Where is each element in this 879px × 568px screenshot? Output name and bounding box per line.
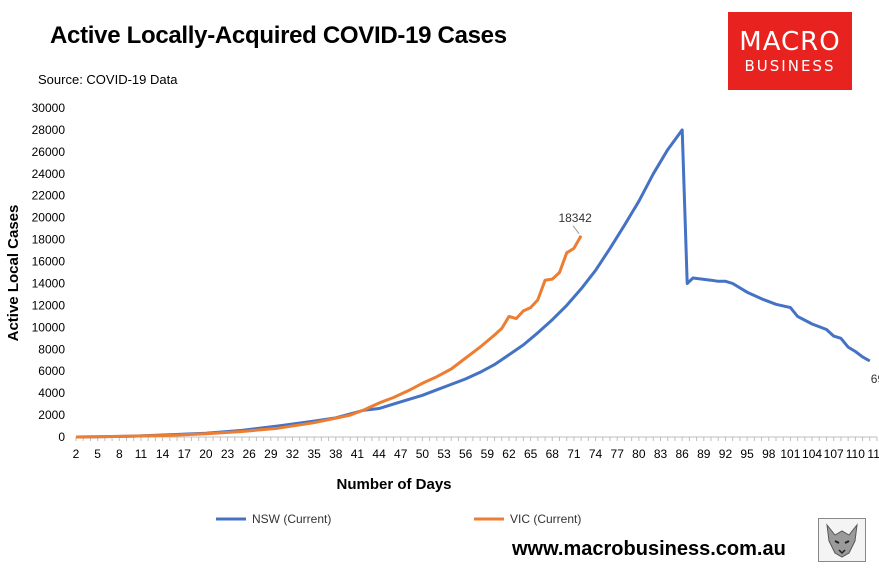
x-axis-title: Number of Days [336,476,451,493]
y-tick-label: 6000 [38,364,65,378]
x-tick-label: 86 [675,447,689,461]
x-tick-label: 110 [846,447,865,461]
x-tick-label: 65 [524,447,538,461]
legend: NSW (Current) VIC (Current) [216,512,581,526]
y-tick-label: 18000 [32,233,66,247]
x-tick-label: 5 [94,447,101,461]
x-tick-label: 11 [135,447,148,461]
chart-title: Active Locally-Acquired COVID-19 Cases [50,22,507,49]
y-tick-label: 24000 [32,167,66,181]
y-axis-title: Active Local Cases [5,205,22,342]
nsw-end-label: 6926 [871,372,879,386]
x-tick-label: 71 [567,447,581,461]
x-tick-label: 113 [867,447,879,461]
x-tick-label: 17 [178,447,192,461]
vic-end-label: 18342 [558,211,592,225]
y-tick-label: 8000 [38,342,65,356]
series-line-vic [75,235,583,439]
x-tick-label: 38 [329,447,343,461]
y-tick-label: 10000 [32,320,66,334]
x-tick-label: 80 [632,447,646,461]
x-tick-label: 104 [802,447,822,461]
x-tick-label: 20 [199,447,213,461]
x-tick-label: 83 [654,447,668,461]
x-tick-label: 29 [264,447,278,461]
y-tick-label: 14000 [32,276,66,290]
x-tick-label: 89 [697,447,711,461]
x-tick-label: 41 [351,447,365,461]
logo-line-2: BUSINESS [744,57,836,75]
x-tick-label: 14 [156,447,170,461]
x-tick-label: 107 [824,447,844,461]
x-tick-label: 68 [546,447,560,461]
legend-label-vic: VIC (Current) [510,512,581,526]
x-tick-label: 2 [73,447,80,461]
y-tick-label: 4000 [38,386,65,400]
y-tick-label: 2000 [38,408,65,422]
y-tick-label: 26000 [32,145,66,159]
vic-leader-line [572,225,580,235]
y-tick-label: 20000 [32,211,66,225]
x-tick-label: 77 [611,447,625,461]
x-tick-label: 47 [394,447,408,461]
series-layer [75,128,871,439]
x-tick-label: 95 [740,447,754,461]
logo-line-1: MACRO [739,27,841,57]
x-tick-label: 59 [481,447,495,461]
x-tick-label: 92 [719,447,733,461]
x-tick-label: 44 [372,447,386,461]
x-tick-label: 50 [416,447,430,461]
y-tick-label: 16000 [32,255,66,269]
x-tick-label: 101 [780,447,800,461]
y-tick-label: 12000 [32,298,66,312]
x-tick-label: 35 [307,447,321,461]
y-tick-label: 0 [58,430,65,444]
x-tick-label: 23 [221,447,235,461]
legend-label-nsw: NSW (Current) [252,512,331,526]
x-tick-label: 26 [243,447,257,461]
y-tick-label: 30000 [32,101,66,115]
y-axis: 0 2000 4000 6000 8000 10000 12000 14000 16000 180… [32,101,66,444]
series-line-nsw [75,128,871,439]
x-tick-label: 62 [502,447,516,461]
x-tick-label: 8 [116,447,123,461]
chart-source: Source: COVID-19 Data [38,72,178,87]
y-tick-label: 28000 [32,123,66,137]
wolf-icon [818,518,866,562]
x-tick-label: 32 [286,447,300,461]
x-axis: 2 5 8 11 14 17 20 23 26 29 32 35 38 41 44 47 50 53 56 59 62 6… [73,436,879,461]
x-tick-label: 98 [762,447,776,461]
x-tick-label: 53 [437,447,451,461]
annotations: 6926 18342 [558,211,879,386]
x-tick-label: 74 [589,447,603,461]
y-tick-label: 22000 [32,189,66,203]
website-url[interactable]: www.macrobusiness.com.au [512,538,786,560]
x-tick-label: 56 [459,447,473,461]
macrobusiness-logo[interactable]: MACRO BUSINESS [728,12,852,90]
